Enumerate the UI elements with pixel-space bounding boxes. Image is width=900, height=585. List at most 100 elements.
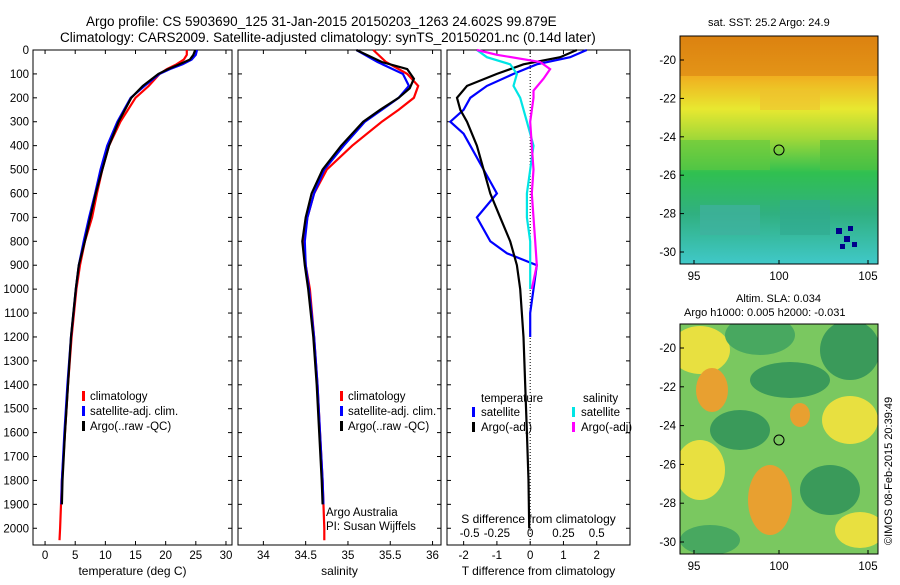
x-tick-label: -1 (492, 550, 502, 562)
x-tick-label: 10 (99, 550, 112, 562)
depth-tick-label: 1400 (3, 380, 29, 392)
sla-map-texture (680, 324, 878, 554)
legend-label: satellite-adj. clim. (90, 406, 178, 418)
depth-tick-label: 900 (10, 260, 29, 272)
depth-tick-label: 400 (10, 141, 29, 153)
annotation-text: Argo Australia (326, 507, 398, 519)
legend-swatch (472, 407, 475, 417)
depth-tick-label: 500 (10, 165, 29, 177)
legend-label: Argo(-adj) (481, 422, 532, 434)
sst-map-axes: -20 -22 -24 -26 -28 -30 95 100 105 (659, 55, 877, 283)
depth-tick-label: 200 (10, 93, 29, 105)
depth-tick-label: 2000 (3, 523, 29, 535)
panel-1: 34 34.5 35 35.5 36 salinity climatology satelli… (237, 49, 442, 578)
header-line-2: Climatology: CARS2009. Satellite-adjuste… (60, 30, 596, 45)
map-y-tick-label: -26 (659, 459, 676, 471)
legend-label: satellite (581, 407, 620, 419)
x-tick-label: 2 (594, 550, 600, 562)
legend-swatch (340, 391, 343, 401)
sst-map-texture (680, 36, 878, 249)
map-y-tick-label: -24 (659, 421, 676, 433)
x-axis-label-top: S difference from climatology (461, 512, 616, 526)
depth-tick-label: 800 (10, 236, 29, 248)
legend-swatch (572, 422, 575, 432)
depth-tick-label: 600 (10, 188, 29, 200)
map-x-tick-label: 105 (858, 561, 877, 573)
x-tick-label: 20 (159, 550, 172, 562)
sla-map: Altim. SLA: 0.034 Argo h1000: 0.005 h200… (659, 293, 879, 573)
map-x-tick-label: 105 (858, 271, 877, 283)
x-tick-top-label: 0.5 (589, 528, 605, 540)
sst-map: sat. SST: 25.2 Argo: 24.9 -20-22-24-26-2… (659, 17, 879, 283)
map-y-tick-label: -24 (659, 132, 676, 144)
x-axis-label: temperature (deg C) (78, 564, 186, 578)
x-tick-top-label: 0 (527, 528, 533, 540)
x-tick-top-label: -0.25 (484, 528, 510, 540)
x-tick-label: 1 (560, 550, 566, 562)
plot-frame (446, 49, 631, 546)
depth-tick-label: 1600 (3, 428, 29, 440)
x-tick-label: 34 (257, 550, 270, 562)
x-tick-top-label: 0.25 (552, 528, 574, 540)
map-x-tick-label: 100 (769, 271, 788, 283)
legend-swatch (82, 406, 85, 416)
map-y-tick-label: -30 (659, 247, 676, 259)
sst-map-title: sat. SST: 25.2 Argo: 24.9 (708, 17, 830, 29)
legend-label: salinity (583, 393, 618, 405)
depth-tick-label: 1300 (3, 356, 29, 368)
argo-position-marker-2 (773, 434, 785, 446)
map-x-tick-label: 95 (688, 271, 701, 283)
legend-swatch (472, 422, 475, 432)
map-y-tick-label: -30 (659, 537, 676, 549)
map-x-tick-label: 95 (688, 561, 701, 573)
depth-tick-label: 1100 (4, 308, 29, 320)
x-tick-label: 0 (42, 550, 48, 562)
legend-swatch (572, 407, 575, 417)
legend-swatch (82, 391, 85, 401)
map-y-tick-label: -22 (659, 382, 676, 394)
x-tick-label: 35.5 (379, 550, 401, 562)
x-tick-label: -2 (459, 550, 469, 562)
x-tick-label: 35 (342, 550, 355, 562)
x-axis-label: T difference from climatology (462, 564, 616, 578)
depth-tick-label: 300 (10, 117, 29, 129)
header-line-1: Argo profile: CS 5903690_125 31-Jan-2015… (86, 14, 557, 29)
credit-text: ©IMOS 08-Feb-2015 20:39:49 (883, 397, 895, 545)
legend-swatch (340, 406, 343, 416)
depth-tick-label: 0 (23, 45, 29, 57)
legend-label: climatology (90, 391, 148, 403)
series-line (60, 49, 197, 505)
legend-label: climatology (348, 391, 406, 403)
x-tick-top-label: -0.5 (460, 528, 480, 540)
x-tick-label: 25 (189, 550, 202, 562)
plot-frame (32, 49, 233, 546)
depth-tick-label: 1700 (3, 452, 29, 464)
legend-label: satellite-adj. clim. (348, 406, 436, 418)
annotation-text: PI: Susan Wijffels (326, 521, 416, 533)
map-y-tick-label: -20 (659, 55, 676, 67)
x-tick-label: 34.5 (294, 550, 316, 562)
legend-swatch (82, 421, 85, 431)
legend-swatch (340, 421, 343, 431)
x-tick-label: 15 (129, 550, 142, 562)
depth-tick-label: 1200 (3, 332, 29, 344)
depth-tick-label: 1000 (3, 284, 29, 296)
map-x-tick-label: 100 (769, 561, 788, 573)
depth-tick-label: 1900 (3, 499, 29, 511)
legend-label: Argo(..raw -QC) (90, 421, 171, 433)
legend-label: Argo(-adj) (581, 422, 632, 434)
x-tick-label: 36 (426, 550, 439, 562)
map-y-tick-label: -22 (659, 93, 676, 105)
map-y-tick-label: -26 (659, 170, 676, 182)
panel-0: 0100200300400500600700800900100011001200… (3, 45, 233, 578)
panel-2: -2 -1 0 1 2 T difference from climatology S di… (446, 48, 632, 578)
argo-position-marker (773, 144, 785, 156)
map-y-tick-label: -28 (659, 498, 676, 510)
x-tick-label: 0 (527, 550, 533, 562)
map-y-tick-label: -20 (659, 343, 676, 355)
legend-label: Argo(..raw -QC) (348, 421, 429, 433)
series-line (301, 49, 416, 505)
x-axis-label: salinity (321, 564, 358, 578)
map-y-tick-label: -28 (659, 209, 676, 221)
